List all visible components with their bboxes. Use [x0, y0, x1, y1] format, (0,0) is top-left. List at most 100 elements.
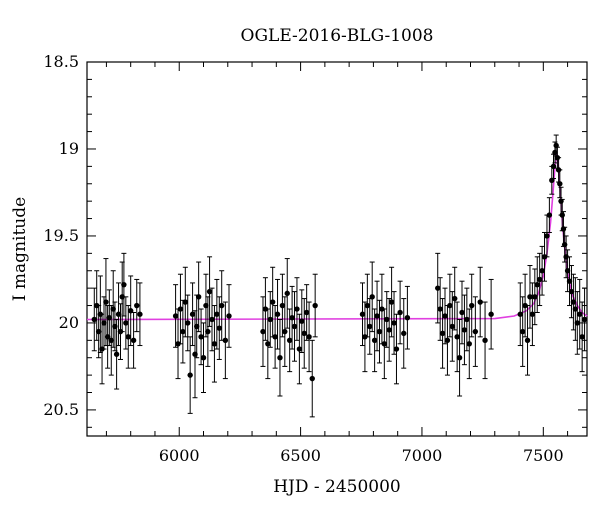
- data-point: [447, 302, 453, 309]
- data-point: [101, 320, 107, 326]
- data-point: [172, 313, 179, 319]
- data-point: [527, 294, 533, 300]
- data-point: [206, 288, 213, 295]
- data-points-group: [91, 134, 588, 418]
- data-point: [279, 302, 286, 309]
- data-point: [194, 323, 200, 330]
- data-point: [464, 316, 470, 323]
- data-point: [572, 306, 579, 312]
- y-tick-label: 19: [59, 139, 79, 158]
- data-point: [267, 316, 273, 323]
- data-point: [91, 316, 97, 323]
- data-point: [439, 330, 446, 337]
- data-point: [374, 313, 380, 319]
- data-point: [296, 346, 303, 352]
- data-point: [198, 334, 204, 340]
- data-point: [579, 334, 585, 340]
- data-point: [103, 299, 109, 305]
- data-point: [564, 268, 571, 274]
- data-point: [529, 311, 536, 317]
- data-point: [397, 309, 403, 316]
- data-point: [577, 311, 583, 317]
- data-point: [185, 320, 191, 326]
- data-point: [309, 375, 315, 382]
- data-point: [469, 302, 475, 309]
- plot-frame: [86, 61, 588, 437]
- data-point: [294, 306, 300, 312]
- data-point: [456, 355, 463, 361]
- data-point: [371, 337, 378, 344]
- data-point: [113, 351, 120, 357]
- data-point: [301, 330, 307, 337]
- data-point: [384, 316, 390, 323]
- x-tick-label: 7500: [523, 446, 564, 465]
- data-point: [182, 299, 189, 305]
- data-point: [452, 295, 458, 302]
- data-point: [442, 313, 448, 319]
- data-point: [222, 337, 229, 344]
- data-point: [219, 302, 225, 309]
- data-point: [260, 328, 266, 335]
- data-point: [121, 281, 127, 288]
- data-point: [187, 372, 193, 378]
- data-point: [306, 334, 312, 340]
- data-point: [364, 302, 371, 309]
- data-point: [211, 341, 218, 347]
- data-point: [359, 311, 366, 317]
- data-point: [216, 325, 222, 331]
- y-tick-label: 20: [59, 313, 79, 332]
- data-point: [454, 334, 460, 340]
- data-point: [393, 346, 400, 352]
- data-point: [123, 320, 129, 326]
- data-point: [536, 276, 543, 283]
- data-point: [203, 302, 209, 309]
- data-point: [180, 328, 186, 335]
- data-point: [303, 309, 310, 316]
- data-point: [269, 299, 276, 305]
- data-point: [524, 337, 531, 344]
- model-curve: [86, 152, 588, 321]
- data-point: [189, 311, 196, 317]
- data-point: [404, 315, 411, 321]
- data-point: [559, 212, 565, 218]
- data-point: [552, 149, 558, 156]
- data-point: [115, 311, 122, 317]
- data-point: [367, 323, 373, 330]
- data-point: [466, 341, 472, 347]
- data-point: [544, 233, 550, 239]
- data-point: [550, 163, 557, 170]
- data-point: [401, 330, 407, 337]
- chart-title: OGLE-2016-BLG-1008: [241, 26, 434, 46]
- x-tick-label: 6500: [280, 446, 321, 465]
- data-point: [226, 313, 232, 319]
- data-point: [461, 327, 468, 333]
- data-point: [568, 288, 575, 295]
- data-point: [272, 334, 278, 340]
- data-point: [265, 341, 271, 347]
- data-point: [532, 294, 538, 300]
- data-point: [369, 294, 375, 300]
- data-point: [546, 212, 553, 218]
- data-point: [557, 181, 563, 187]
- data-point: [391, 320, 397, 326]
- data-point: [214, 311, 220, 317]
- data-point: [435, 285, 441, 291]
- y-tick-label: 19.5: [43, 226, 79, 245]
- data-point: [534, 281, 540, 288]
- data-point: [449, 323, 455, 330]
- data-point: [205, 328, 211, 335]
- data-point: [277, 355, 283, 361]
- data-point: [539, 268, 545, 274]
- data-point: [291, 323, 298, 330]
- y-tick-label: 20.5: [43, 400, 79, 419]
- data-point: [444, 337, 451, 344]
- data-point: [106, 315, 113, 321]
- data-point: [566, 278, 573, 284]
- data-point: [134, 302, 140, 309]
- data-point: [381, 341, 388, 347]
- data-point: [299, 318, 305, 324]
- data-point: [482, 337, 488, 344]
- data-point: [108, 337, 114, 344]
- data-point: [574, 320, 580, 326]
- x-tick-label: 7000: [402, 446, 443, 465]
